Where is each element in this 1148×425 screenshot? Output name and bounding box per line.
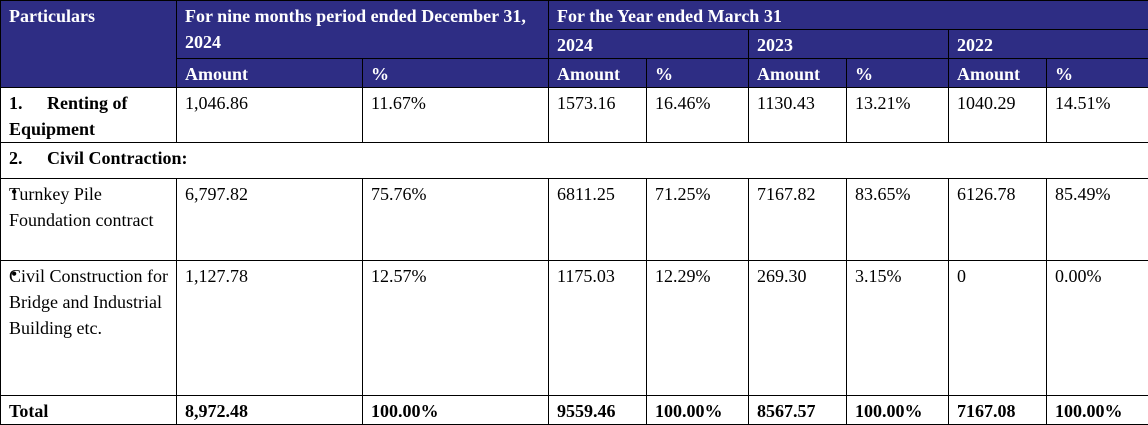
cell-percent-2024: 12.29% <box>647 261 749 396</box>
cell-percent-nine-months: 12.57% <box>363 261 549 396</box>
header-year-2024: 2024 <box>549 30 749 59</box>
cell-amount-nine-months: 1,127.78 <box>177 261 363 396</box>
cell-amount-2024: 1175.03 <box>549 261 647 396</box>
header-year-2023: 2023 <box>749 30 949 59</box>
header-year-2022: 2022 <box>949 30 1148 59</box>
cell-percent-2024: 71.25% <box>647 179 749 261</box>
section-label-text: Civil Contraction: <box>47 148 187 168</box>
cell-percent-2023: 13.21% <box>847 88 949 143</box>
cell-percent-2022: 14.51% <box>1047 88 1148 143</box>
bullet-icon: • <box>11 261 17 287</box>
table-row-renting: 1.Renting of Equipment 1,046.86 11.67% 1… <box>1 88 1148 143</box>
header-percent-2024: % <box>647 59 749 88</box>
cell-percent-nine-months: 11.67% <box>363 88 549 143</box>
row-label-renting: 1.Renting of Equipment <box>1 88 177 143</box>
row-label-civil-construction: •Civil Construction for Bridge and Indus… <box>1 261 177 396</box>
row-index: 2. <box>9 145 47 171</box>
cell-percent-2022: 85.49% <box>1047 179 1148 261</box>
section-label-civil: 2.Civil Contraction: <box>1 143 1148 179</box>
cell-percent-2023: 3.15% <box>847 261 949 396</box>
header-percent-nine-months: % <box>363 59 549 88</box>
cell-percent-2023: 83.65% <box>847 179 949 261</box>
header-amount-2023: Amount <box>749 59 847 88</box>
table-row-total: Total 8,972.48 100.00% 9559.46 100.00% 8… <box>1 396 1148 425</box>
cell-amount-2023: 1130.43 <box>749 88 847 143</box>
cell-percent-2022: 0.00% <box>1047 261 1148 396</box>
cell-percent-nine-months: 75.76% <box>363 179 549 261</box>
row-label-text: Turnkey Pile Foundation contract <box>9 184 153 230</box>
cell-amount-2023: 8567.57 <box>749 396 847 425</box>
cell-percent-nine-months: 100.00% <box>363 396 549 425</box>
header-year-ended: For the Year ended March 31 <box>549 1 1148 30</box>
cell-amount-2022: 1040.29 <box>949 88 1047 143</box>
bullet-icon: • <box>11 179 17 205</box>
table-row-civil-section: 2.Civil Contraction: <box>1 143 1148 179</box>
header-amount-2024: Amount <box>549 59 647 88</box>
row-index: 1. <box>9 90 47 116</box>
row-label-total: Total <box>1 396 177 425</box>
table-row-civil-construction: •Civil Construction for Bridge and Indus… <box>1 261 1148 396</box>
header-amount-2022: Amount <box>949 59 1047 88</box>
header-percent-2022: % <box>1047 59 1148 88</box>
cell-percent-2023: 100.00% <box>847 396 949 425</box>
cell-amount-2022: 6126.78 <box>949 179 1047 261</box>
cell-amount-2024: 6811.25 <box>549 179 647 261</box>
cell-percent-2024: 16.46% <box>647 88 749 143</box>
cell-amount-2022: 7167.08 <box>949 396 1047 425</box>
table-row-turnkey: •Turnkey Pile Foundation contract 6,797.… <box>1 179 1148 261</box>
header-nine-months: For nine months period ended December 31… <box>177 1 549 59</box>
cell-percent-2024: 100.00% <box>647 396 749 425</box>
cell-amount-nine-months: 1,046.86 <box>177 88 363 143</box>
header-amount-nine-months: Amount <box>177 59 363 88</box>
cell-amount-2024: 1573.16 <box>549 88 647 143</box>
cell-amount-2022: 0 <box>949 261 1047 396</box>
cell-amount-nine-months: 6,797.82 <box>177 179 363 261</box>
cell-amount-2024: 9559.46 <box>549 396 647 425</box>
cell-amount-nine-months: 8,972.48 <box>177 396 363 425</box>
cell-percent-2022: 100.00% <box>1047 396 1148 425</box>
header-particulars: Particulars <box>1 1 177 88</box>
row-label-turnkey: •Turnkey Pile Foundation contract <box>1 179 177 261</box>
cell-amount-2023: 269.30 <box>749 261 847 396</box>
cell-amount-2023: 7167.82 <box>749 179 847 261</box>
row-label-text: Civil Construction for Bridge and Indust… <box>9 266 168 338</box>
header-percent-2023: % <box>847 59 949 88</box>
